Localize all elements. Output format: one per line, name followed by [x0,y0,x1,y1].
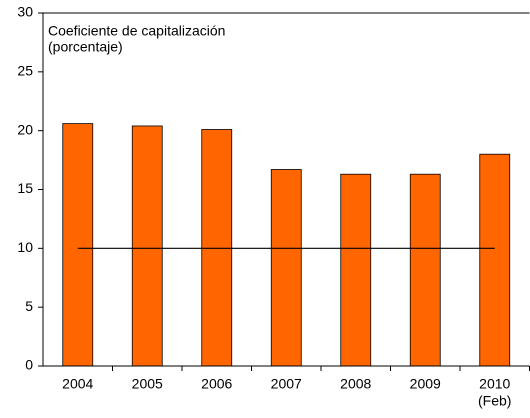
y-tick-label: 10 [17,239,33,255]
annotation: (Feb) [478,393,511,409]
y-tick-label: 15 [17,180,33,196]
chart-subtitle: (porcentaje) [48,39,123,55]
bar [340,173,372,367]
x-tick-label: 2006 [201,376,232,392]
x-tick-label: 2008 [340,376,371,392]
y-tick-label: 20 [17,121,33,137]
bar [131,125,163,367]
y-tick-label: 5 [25,298,33,314]
x-tick-label: 2010 [479,376,510,392]
y-tick-label: 25 [17,63,33,79]
x-tick-label: 2009 [410,376,441,392]
x-tick-label: 2005 [132,376,163,392]
y-tick-label: 0 [25,357,33,373]
bar [479,153,511,367]
y-tick-label: 30 [17,4,33,20]
x-tick-label: 2004 [62,376,93,392]
chart-title: Coeficiente de capitalización [48,23,225,39]
bar [409,173,441,367]
x-tick-label: 2007 [271,376,302,392]
bar [62,123,94,367]
bar [270,169,302,367]
